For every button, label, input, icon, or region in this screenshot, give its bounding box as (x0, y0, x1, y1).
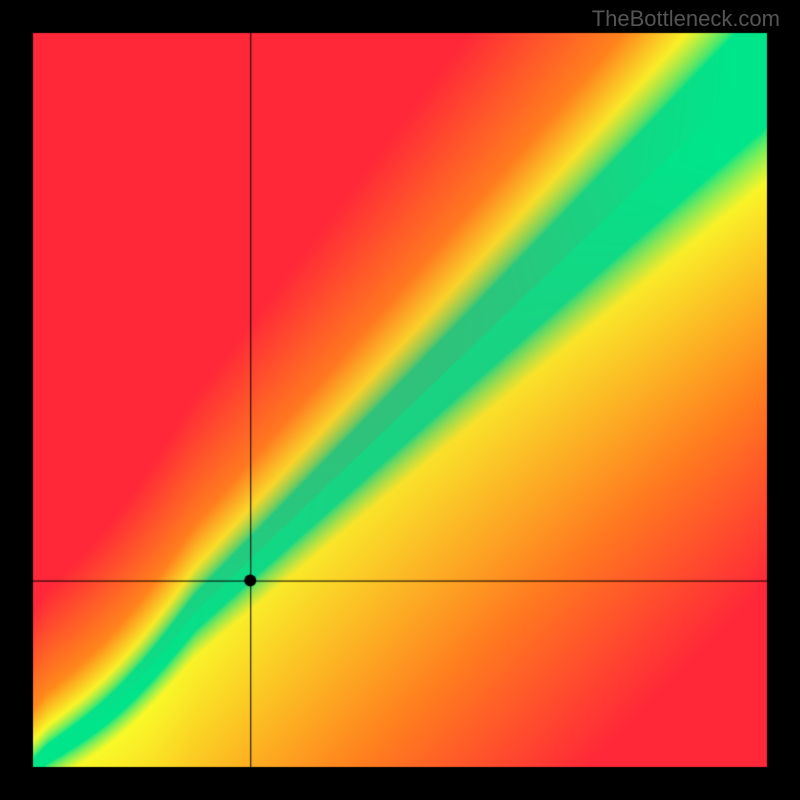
watermark-text: TheBottleneck.com (592, 6, 780, 32)
chart-container: TheBottleneck.com (0, 0, 800, 800)
heatmap-canvas (0, 0, 800, 800)
